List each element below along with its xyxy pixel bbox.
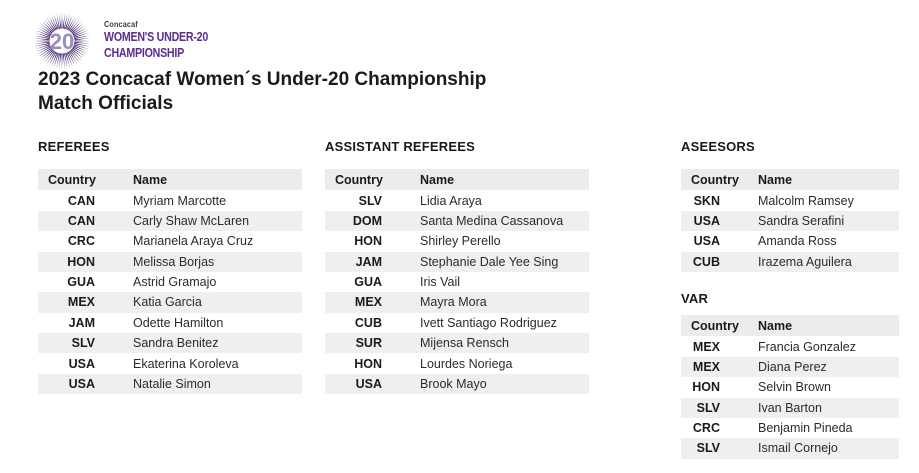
svg-text:20: 20 xyxy=(50,29,74,54)
